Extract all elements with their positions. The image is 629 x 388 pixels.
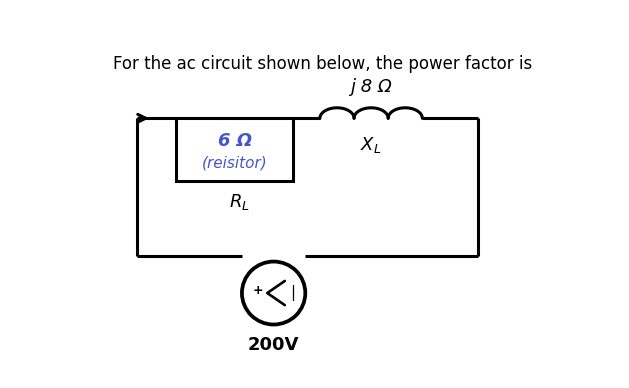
Bar (176, 118, 293, 181)
Ellipse shape (242, 262, 305, 324)
Text: For the ac circuit shown below, the power factor is: For the ac circuit shown below, the powe… (113, 55, 532, 73)
Text: $R_L$: $R_L$ (229, 192, 250, 212)
Text: j 8 Ω: j 8 Ω (350, 78, 392, 96)
Text: (reisitor): (reisitor) (202, 156, 267, 171)
Text: |: | (291, 285, 296, 301)
Text: 200V: 200V (248, 336, 299, 354)
Text: +: + (253, 284, 264, 296)
Text: $X_L$: $X_L$ (360, 135, 382, 155)
Text: 6 Ω: 6 Ω (218, 132, 252, 150)
